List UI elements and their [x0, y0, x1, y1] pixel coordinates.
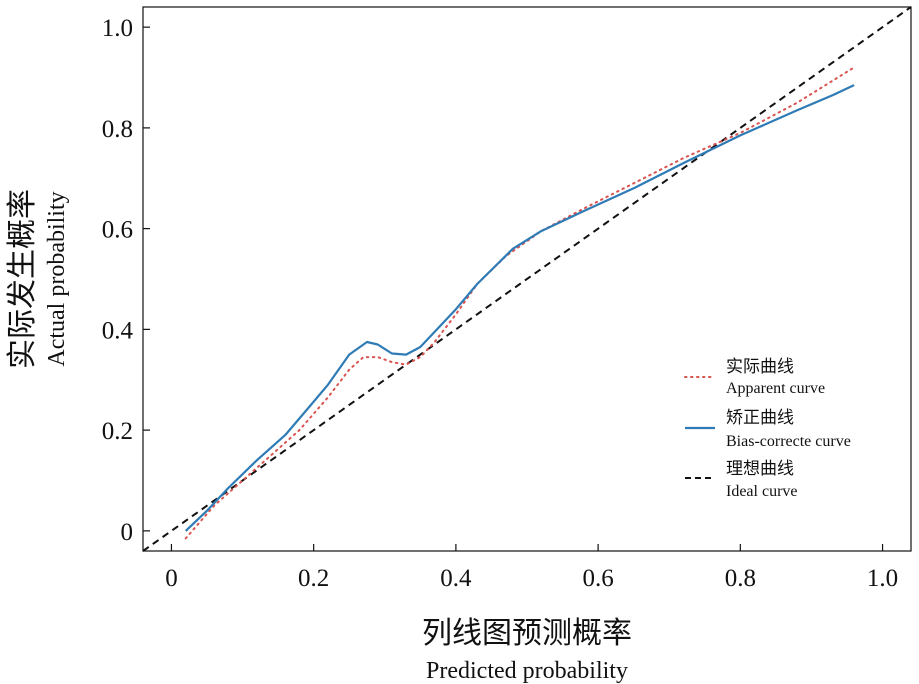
x-tick-label: 0.6 [582, 565, 613, 592]
legend-label-ideal-cn: 理想曲线 [726, 459, 794, 479]
y-axis-title-cn: 实际发生概率 [5, 189, 40, 369]
series-line-apparent [184, 66, 856, 540]
plot-frame [142, 6, 912, 552]
x-tick-label: 0 [165, 565, 178, 592]
y-axis-title: 实际发生概率 [5, 189, 40, 369]
series-line-bias-corrected [184, 84, 855, 532]
y-tick-label: 0.6 [102, 217, 133, 244]
y-axis-title-en: Actual probability [44, 191, 70, 366]
x-tick-label: 0.8 [725, 565, 756, 592]
x-tick-label: 1.0 [867, 565, 898, 592]
y-tick-label: 0.2 [102, 418, 133, 445]
y-tick-label: 0.8 [102, 116, 133, 143]
x-axis-title-cn: 列线图预测概率 [422, 616, 632, 651]
series-lines [142, 6, 912, 552]
legend-label-bias-corrected-en: Bias-correcte curve [726, 433, 851, 450]
y-tick-label: 0 [121, 519, 134, 546]
y-tick-label: 1.0 [102, 15, 133, 42]
x-tick-label: 0.4 [440, 565, 472, 592]
legend-label-ideal-en: Ideal curve [726, 483, 798, 500]
axis-ticks: 0 0.2 0.4 0.6 0.8 1.0 0 0.2 0.4 0.6 0.8 1.0 [102, 15, 898, 592]
legend-label-apparent-en: Apparent curve [726, 380, 825, 397]
legend-label-bias-corrected-cn: 矫正曲线 [726, 408, 794, 428]
series-line-ideal [142, 6, 912, 552]
legend: 实际曲线 Apparent curve 矫正曲线 Bias-correcte c… [684, 357, 851, 500]
y-axis-title-en-group: Actual probability [44, 191, 70, 366]
x-axis-title-en: Predicted probability [426, 658, 628, 684]
x-tick-label: 0.2 [298, 565, 329, 592]
y-tick-label: 0.4 [102, 317, 134, 344]
legend-label-apparent-cn: 实际曲线 [726, 357, 794, 377]
